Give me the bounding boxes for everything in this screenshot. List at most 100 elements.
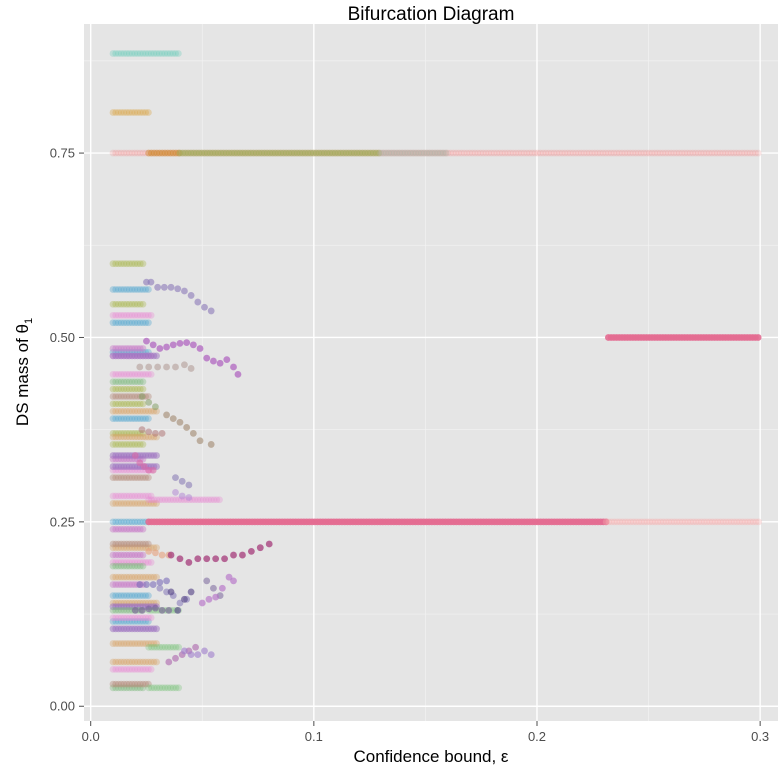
y-axis-ticks: 0.00 0.25 0.50 0.75 <box>50 146 84 714</box>
scatter-point <box>158 551 166 559</box>
scatter-point <box>577 149 585 157</box>
scatter-point <box>134 540 141 548</box>
scatter-point <box>234 370 242 378</box>
scatter-point <box>676 518 684 526</box>
scatter-point <box>136 500 144 507</box>
scatter-point <box>123 525 131 533</box>
scatter-point <box>187 588 195 596</box>
scatter-point <box>588 149 596 157</box>
scatter-point <box>123 319 131 327</box>
scatter-point <box>131 407 139 415</box>
scatter-point <box>517 149 525 157</box>
scatter-point <box>115 370 122 378</box>
scatter-point <box>686 149 694 157</box>
scatter-point <box>225 573 233 581</box>
scatter-point <box>131 345 139 352</box>
scatter-point <box>115 540 122 548</box>
scatter-point <box>128 665 136 673</box>
scatter-point <box>380 149 387 157</box>
scatter-point <box>327 149 335 157</box>
scatter-point <box>139 658 147 666</box>
scatter-series-22 <box>163 411 215 448</box>
scatter-point <box>115 592 122 600</box>
scatter-point <box>145 500 152 507</box>
scatter-point <box>123 551 131 559</box>
scatter-point <box>169 341 177 349</box>
scatter-point <box>185 494 193 501</box>
scatter-point <box>134 559 141 566</box>
scatter-point <box>115 393 122 400</box>
scatter-point <box>412 149 420 157</box>
scatter-point <box>120 319 128 327</box>
scatter-point <box>752 518 760 526</box>
scatter-point <box>131 544 139 552</box>
scatter-point <box>115 50 122 57</box>
scatter-point <box>166 149 174 157</box>
scatter-point <box>145 428 153 436</box>
scatter-series-4 <box>176 149 383 157</box>
scatter-point <box>120 415 128 422</box>
scatter-point <box>199 496 207 504</box>
scatter-point <box>123 385 131 393</box>
scatter-point <box>120 500 128 507</box>
scatter-point <box>252 149 260 157</box>
scatter-point <box>120 606 128 614</box>
scatter-point <box>158 684 166 692</box>
scatter-point <box>339 149 347 157</box>
scatter-point <box>164 50 171 57</box>
scatter-point <box>131 311 139 319</box>
y-tick-label: 0.00 <box>50 699 75 714</box>
scatter-point <box>134 500 141 507</box>
scatter-point <box>145 109 152 116</box>
scatter-point <box>689 518 697 526</box>
scatter-point <box>719 149 727 157</box>
scatter-point <box>312 149 320 157</box>
scatter-point <box>372 149 380 157</box>
scatter-point <box>645 149 653 157</box>
scatter-point <box>431 149 439 157</box>
scatter-point <box>150 544 158 552</box>
scatter-point <box>605 149 612 157</box>
scatter-point <box>651 518 659 526</box>
scatter-point <box>136 581 144 588</box>
scatter-point <box>123 260 131 268</box>
scatter-point <box>700 149 708 157</box>
scatter-point <box>115 429 122 437</box>
scatter-point <box>531 149 539 157</box>
scatter-point <box>621 149 629 157</box>
scatter-series-10 <box>109 345 147 588</box>
scatter-point <box>115 260 122 268</box>
scatter-point <box>192 149 200 157</box>
scatter-point <box>526 149 533 157</box>
scatter-point <box>239 551 246 559</box>
scatter-point <box>117 658 125 666</box>
scatter-point <box>115 581 122 588</box>
scatter-point <box>142 311 150 319</box>
scatter-point <box>591 149 599 157</box>
scatter-point <box>125 433 133 441</box>
scatter-point <box>115 573 122 581</box>
scatter-point <box>308 149 316 157</box>
scatter-point <box>269 149 276 157</box>
scatter-point <box>128 658 136 666</box>
scatter-point <box>109 378 117 386</box>
scatter-point <box>153 149 161 157</box>
scatter-point <box>120 441 128 448</box>
scatter-point <box>150 50 158 57</box>
scatter-point <box>125 573 133 581</box>
scatter-point <box>164 496 172 504</box>
scatter-point <box>123 614 131 622</box>
scatter-point <box>112 544 120 552</box>
scatter-point <box>741 149 749 157</box>
scatter-point <box>210 357 217 365</box>
scatter-point <box>109 500 117 507</box>
scatter-point <box>120 260 128 268</box>
scatter-point <box>139 544 147 552</box>
scatter-point <box>123 592 131 600</box>
scatter-point <box>139 378 147 386</box>
scatter-point <box>635 149 642 157</box>
scatter-point <box>139 559 147 566</box>
scatter-point <box>125 311 133 319</box>
scatter-point <box>128 551 136 559</box>
scatter-point <box>134 640 141 647</box>
